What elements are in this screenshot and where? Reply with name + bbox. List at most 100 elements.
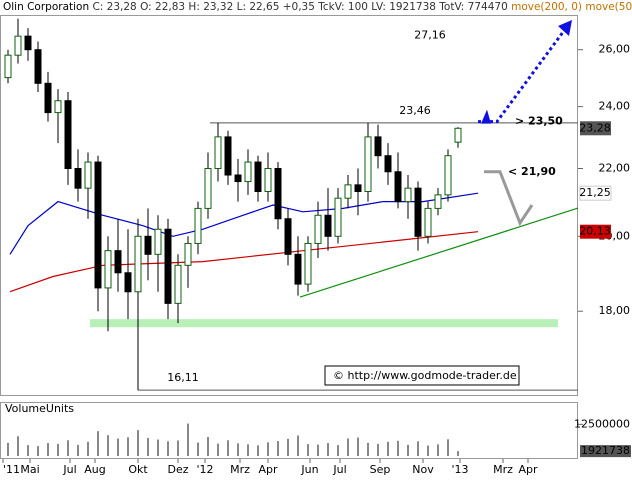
legend-entry: move(50, 0) xyxy=(585,1,632,13)
x-tick-label: Dez xyxy=(167,463,188,476)
candle-body xyxy=(244,161,252,183)
target-label: > 23,50 xyxy=(515,115,563,128)
volume-title: VolumeUnits xyxy=(5,402,74,415)
candle-body xyxy=(94,161,102,289)
price-tag-label: 21,25 xyxy=(579,186,611,199)
candle-body xyxy=(184,242,192,266)
volume-bar xyxy=(347,438,349,456)
candle-body xyxy=(144,235,152,255)
level-label: 23,46 xyxy=(399,104,431,117)
x-tick-label: Apr xyxy=(518,463,538,476)
x-tick-label: Mai xyxy=(20,463,39,476)
candle-body xyxy=(134,235,142,293)
volume-bar xyxy=(317,444,319,456)
volume-bar xyxy=(57,443,59,456)
volume-bar xyxy=(407,444,409,456)
arrow-head xyxy=(481,109,491,124)
candle-body xyxy=(454,127,462,143)
volume-bar xyxy=(127,437,129,456)
volume-tag-label: 1921738 xyxy=(581,444,630,457)
volume-bar xyxy=(157,439,159,456)
candle-body xyxy=(104,250,112,289)
candle-body xyxy=(384,155,392,173)
volume-bar xyxy=(307,444,309,456)
quote: C: 23,28 O: 22,83 H: 23,32 L: 22,65 +0,3… xyxy=(92,1,507,13)
volume-bar xyxy=(297,435,299,456)
x-tick-label: '13 xyxy=(451,463,468,476)
candle-body xyxy=(164,228,172,304)
trendline xyxy=(299,207,579,298)
x-tick-label: Mrz xyxy=(230,463,250,476)
support-zone xyxy=(90,319,558,328)
y-tick-label: 18,00 xyxy=(599,304,631,317)
y-tick-label: 12500000 xyxy=(574,417,630,430)
y-tick-label: 22,00 xyxy=(599,162,631,175)
volume-bar xyxy=(327,443,329,456)
level-label: 16,11 xyxy=(167,371,199,384)
candle-body xyxy=(414,187,422,237)
candle-body xyxy=(324,214,332,237)
x-tick-label: Mrz xyxy=(493,463,513,476)
candle-body xyxy=(44,82,52,114)
price-tag-label: 23,28 xyxy=(579,121,611,134)
volume-bar xyxy=(247,444,249,456)
price-tag xyxy=(580,224,611,239)
volume-bar xyxy=(267,442,269,456)
candle-body xyxy=(14,35,22,56)
candle-body xyxy=(334,197,342,237)
volume-bar xyxy=(277,441,279,456)
x-tick-label: '11 xyxy=(3,463,20,476)
legend-entry: move(200, 0) xyxy=(511,1,582,13)
candle-body xyxy=(194,207,202,244)
chart-title: Olin Corporation xyxy=(3,1,89,13)
volume-bar xyxy=(337,445,339,456)
volume-bar xyxy=(237,443,239,456)
x-tick-label: Nov xyxy=(412,463,434,476)
volume-bar xyxy=(107,435,109,456)
volume-bar xyxy=(87,441,89,456)
candle-body xyxy=(224,136,232,176)
volume-bar xyxy=(17,436,19,456)
target-label: < 21,90 xyxy=(508,165,556,178)
volume-bar xyxy=(207,437,209,456)
volume-bar xyxy=(37,446,39,456)
source-box xyxy=(324,365,520,386)
candle-body xyxy=(34,49,42,84)
volume-bar xyxy=(427,445,429,456)
x-tick-label: Jul xyxy=(332,463,346,476)
volume-bar xyxy=(177,440,179,456)
x-tick-label: Jul xyxy=(62,463,76,476)
header: Olin Corporation C: 23,28 O: 22,83 H: 23… xyxy=(3,1,632,13)
candle-body xyxy=(204,168,212,209)
candle-body xyxy=(404,187,412,203)
candle-body xyxy=(74,168,82,189)
volume-panel xyxy=(0,402,578,459)
price-tag xyxy=(579,185,612,201)
candle-body xyxy=(264,168,272,193)
candle-body xyxy=(394,171,402,203)
candle-body xyxy=(354,184,362,193)
x-tick-label: Sep xyxy=(370,463,391,476)
volume-bar xyxy=(77,444,79,456)
volume-bar xyxy=(397,440,399,456)
volume-bar xyxy=(187,423,189,456)
y-tick-label: 26,00 xyxy=(599,43,631,56)
candle-body xyxy=(64,100,72,170)
volume-bar xyxy=(147,438,149,456)
candle-body xyxy=(124,272,132,293)
volume-bar xyxy=(117,438,119,456)
arrow-head xyxy=(558,20,572,36)
moving-average xyxy=(9,192,479,255)
volume-bar xyxy=(367,442,369,456)
candle-body xyxy=(274,168,282,220)
candle-body xyxy=(374,136,382,157)
candle-body xyxy=(24,35,32,51)
x-tick-label: Okt xyxy=(128,463,148,476)
volume-bar xyxy=(27,445,29,456)
candle-body xyxy=(294,253,302,285)
candle-body xyxy=(364,136,372,193)
candle-body xyxy=(214,136,222,170)
level-label: 27,16 xyxy=(414,29,446,42)
volume-bar xyxy=(47,443,49,456)
